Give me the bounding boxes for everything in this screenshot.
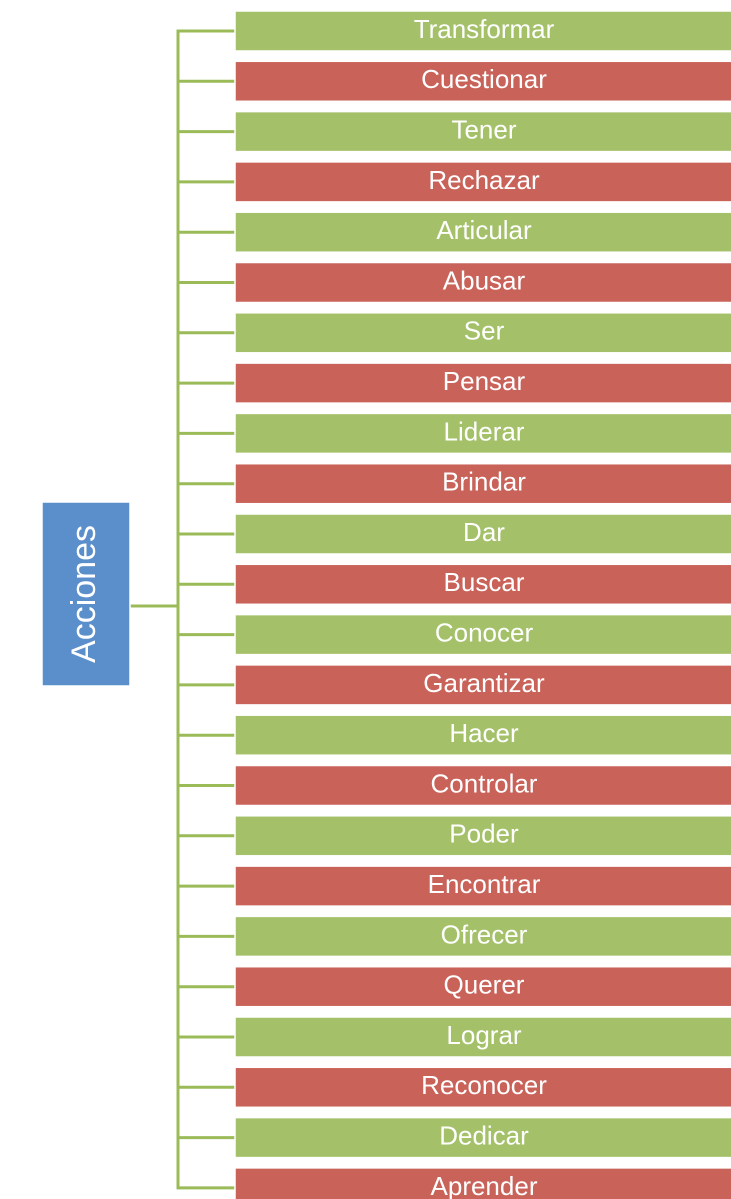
node-label: Cuestionar [421, 64, 547, 94]
node-box [234, 362, 731, 404]
node-label: Rechazar [428, 165, 540, 195]
node-label: Articular [436, 215, 532, 245]
node-label: Controlar [431, 768, 538, 798]
node-box [234, 1116, 731, 1159]
node-box [234, 815, 731, 857]
root-label: Acciones [65, 525, 103, 663]
node-box [234, 211, 731, 253]
node-box [234, 915, 731, 958]
node-label: Dar [463, 517, 505, 547]
node-label: Ofrecer [441, 919, 528, 949]
node-label: Lograr [446, 1020, 521, 1050]
node-box [234, 563, 731, 606]
node-box [234, 1016, 731, 1058]
node-box [234, 513, 731, 555]
node-label: Abusar [443, 265, 526, 295]
node-box [234, 312, 731, 354]
node-label: Querer [444, 970, 525, 1000]
node-label: Conocer [435, 617, 534, 647]
node-label: Buscar [444, 567, 525, 597]
node-box [234, 10, 731, 52]
node-label: Encontrar [428, 869, 541, 899]
node-label: Liderar [444, 416, 525, 446]
root-box [41, 501, 131, 687]
node-box [234, 613, 731, 656]
node-box [234, 965, 731, 1008]
node-label: Poder [449, 819, 519, 849]
node-box [234, 664, 731, 706]
node-box [234, 261, 731, 304]
node-box [234, 161, 731, 203]
node-box [234, 462, 731, 505]
node-label: Hacer [449, 718, 519, 748]
node-box [234, 764, 731, 807]
node-label: Reconocer [421, 1070, 547, 1100]
node-box [234, 60, 731, 103]
node-label: Tener [451, 114, 516, 144]
node-label: Transformar [414, 14, 555, 44]
node-label: Pensar [443, 366, 526, 396]
node-box [234, 110, 731, 153]
node-box [234, 714, 731, 756]
node-box [234, 865, 731, 907]
node-label: Garantizar [423, 668, 545, 698]
node-box [234, 412, 731, 455]
node-label: Dedicar [439, 1120, 529, 1150]
node-label: Aprender [431, 1171, 538, 1199]
node-box [234, 1167, 731, 1199]
node-label: Ser [464, 316, 505, 346]
node-label: Brindar [442, 467, 526, 497]
node-box [234, 1066, 731, 1109]
